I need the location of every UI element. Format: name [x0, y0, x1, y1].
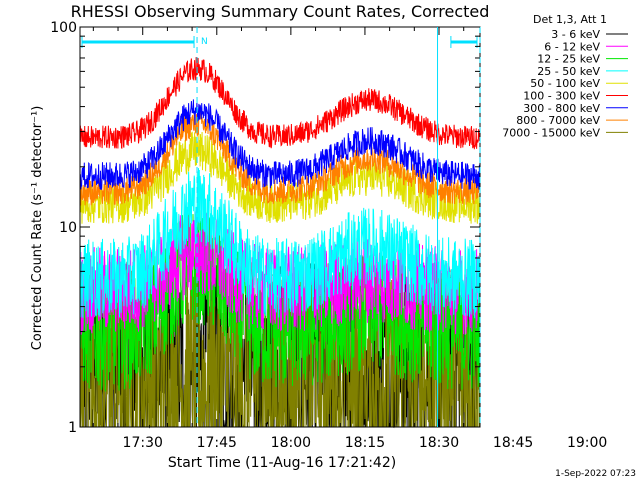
x-tick-label: 19:00 — [567, 435, 607, 451]
y-tick-label: 100 — [50, 20, 77, 36]
data-layer — [79, 57, 481, 429]
x-tick-label: 18:45 — [493, 435, 533, 451]
series-line — [79, 57, 481, 150]
axes-layer: N 17:30 17:45 18:00 18:15 18:30 18:45 19:00 1 10 1… — [50, 20, 607, 451]
series-line — [79, 211, 481, 335]
legend-label: 7000 - 15000 keV — [502, 126, 600, 139]
x-tick-label: 18:30 — [419, 435, 459, 451]
series-line — [79, 99, 481, 190]
legend-header: Det 1,3, Att 1 — [533, 13, 607, 26]
series-line — [79, 168, 481, 319]
time-marker-label: N — [201, 37, 208, 47]
legend-label: 50 - 100 keV — [530, 77, 600, 90]
x-axis-label: Start Time (11-Aug-16 17:21:42) — [168, 455, 396, 471]
chart-title: RHESSI Observing Summary Count Rates, Co… — [71, 2, 490, 21]
legend-label: 25 - 50 keV — [537, 65, 600, 78]
legend-label: 3 - 6 keV — [551, 28, 600, 41]
y-tick-label: 1 — [68, 420, 77, 436]
x-tick-label: 17:45 — [197, 435, 237, 451]
legend-label: 800 - 7000 keV — [516, 114, 600, 127]
legend-label: 12 - 25 keV — [537, 53, 600, 66]
legend-label: 6 - 12 keV — [544, 40, 600, 53]
x-tick-label: 18:00 — [271, 435, 311, 451]
legend-label: 300 - 800 keV — [523, 102, 600, 115]
x-tick-label: 18:15 — [345, 435, 385, 451]
legend-label: 100 - 300 keV — [523, 90, 600, 103]
footer-timestamp: 1-Sep-2022 07:23 — [555, 469, 636, 479]
y-tick-label: 10 — [59, 220, 77, 236]
x-tick-label: 17:30 — [123, 435, 163, 451]
series-line — [79, 131, 481, 224]
y-axis-label: Corrected Count Rate (s⁻¹ detector⁻¹) — [30, 106, 45, 351]
